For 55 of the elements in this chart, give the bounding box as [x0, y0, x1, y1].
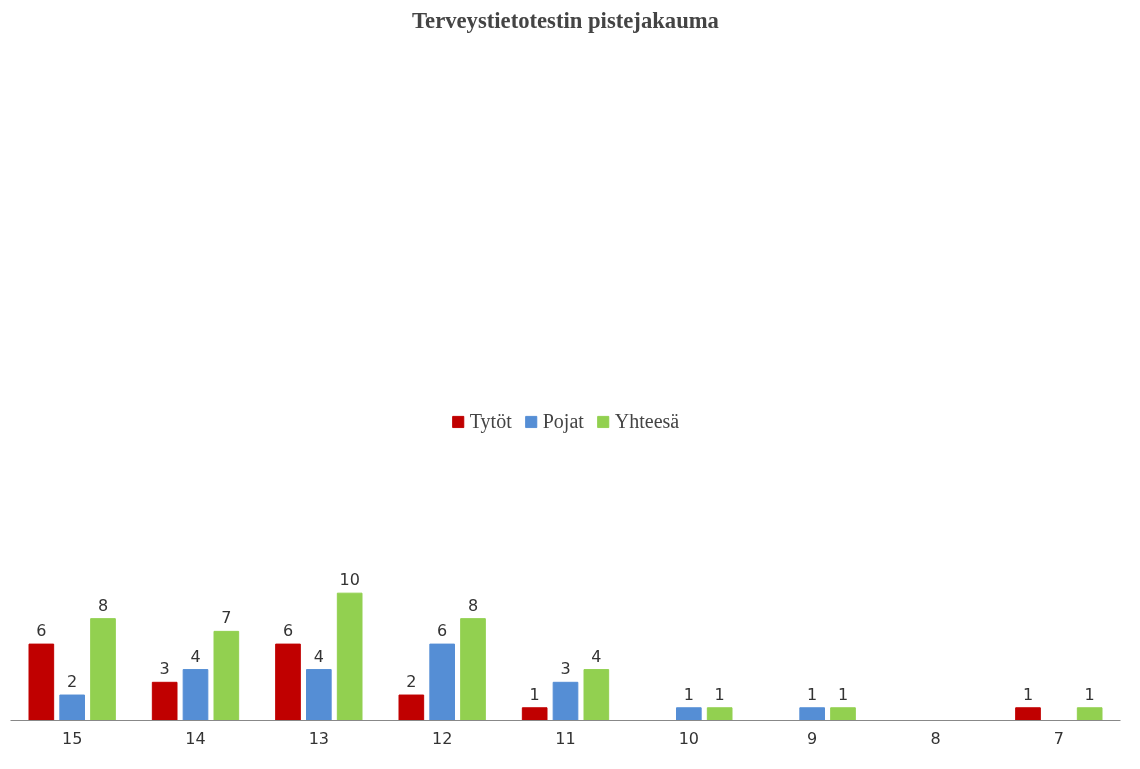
- data-label: 1: [683, 684, 694, 704]
- bar: [1076, 707, 1103, 721]
- x-tick-label: 15: [61, 728, 83, 748]
- chart-title: Terveystietotestin pistejakauma: [412, 7, 719, 33]
- data-label: 1: [807, 684, 818, 704]
- data-label: 1: [1022, 684, 1034, 704]
- x-tick-label: 8: [930, 728, 941, 748]
- bar: [799, 707, 825, 721]
- bar: [552, 681, 579, 721]
- data-label: 3: [560, 659, 571, 679]
- x-tick-label: 14: [185, 728, 206, 748]
- bar: [90, 618, 116, 721]
- data-label: 1: [714, 684, 725, 704]
- data-label: 4: [313, 646, 324, 666]
- data-label: 2: [67, 672, 78, 692]
- bar: [429, 643, 455, 721]
- data-label: 1: [1084, 684, 1095, 704]
- data-label: 6: [36, 621, 47, 641]
- data-label: 6: [437, 621, 448, 641]
- data-label: 6: [282, 621, 294, 641]
- data-label: 1: [837, 684, 849, 704]
- data-label: 1: [529, 684, 540, 704]
- data-label: 4: [591, 646, 602, 666]
- bar: [28, 643, 55, 721]
- data-label: 4: [190, 646, 201, 666]
- x-tick-label: 12: [431, 728, 453, 748]
- bar: [306, 669, 332, 721]
- bar: [213, 630, 240, 721]
- legend-label: Tytöt: [469, 409, 512, 433]
- bar: [583, 669, 610, 721]
- bar: [398, 694, 425, 721]
- bar: [676, 707, 702, 721]
- legend-label: Yhteesä: [614, 409, 680, 433]
- x-tick-label: 11: [555, 728, 576, 748]
- bar: [706, 707, 733, 721]
- bar: [460, 618, 486, 721]
- bar: [59, 694, 85, 721]
- bar: [151, 681, 178, 721]
- x-tick-label: 7: [1053, 728, 1064, 748]
- data-label: 7: [221, 608, 232, 628]
- bar: [521, 707, 548, 721]
- data-label: 8: [467, 595, 479, 615]
- data-label: 3: [159, 659, 170, 679]
- bar: [830, 707, 856, 721]
- legend-label: Pojat: [542, 409, 584, 433]
- data-label: 8: [97, 595, 109, 615]
- bar: [275, 643, 301, 721]
- x-tick-label: 13: [308, 728, 330, 748]
- bar: [1015, 707, 1041, 721]
- bar: [336, 592, 363, 721]
- data-label: 10: [339, 570, 360, 590]
- x-tick-label: 9: [807, 728, 818, 748]
- x-tick-label: 10: [678, 728, 700, 748]
- data-label: 2: [406, 672, 417, 692]
- bar: [182, 669, 209, 721]
